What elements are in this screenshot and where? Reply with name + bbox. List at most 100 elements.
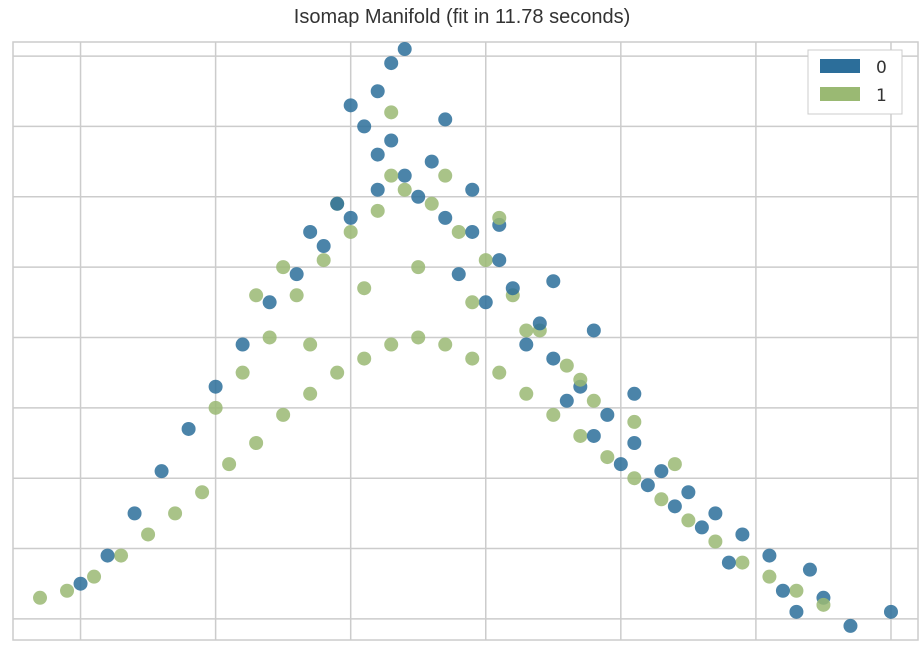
point-series-1-22: [627, 471, 642, 486]
point-series-0-1: [843, 618, 858, 633]
point-series-0-58: [303, 224, 318, 239]
point-series-0-3: [883, 604, 898, 619]
point-series-0-18: [492, 253, 507, 268]
point-series-0-19: [465, 224, 480, 239]
point-series-1-12: [357, 351, 372, 366]
point-series-0-20: [438, 210, 453, 225]
point-series-1-28: [789, 583, 804, 598]
point-series-1-15: [438, 337, 453, 352]
point-series-1-24: [681, 513, 696, 528]
point-series-0-23: [370, 147, 385, 162]
point-series-0-6: [735, 527, 750, 542]
point-series-1-27: [762, 569, 777, 584]
point-series-0-43: [519, 337, 534, 352]
point-series-1-21: [600, 450, 615, 465]
point-series-1-52: [627, 414, 642, 429]
point-series-1-49: [492, 210, 507, 225]
point-series-0-29: [370, 182, 385, 197]
point-series-0-24: [357, 119, 372, 134]
point-series-0-40: [73, 576, 88, 591]
point-series-0-15: [546, 351, 561, 366]
point-series-0-22: [397, 168, 412, 183]
point-series-1-51: [249, 288, 264, 303]
legend: 0 1: [807, 49, 903, 115]
point-series-1-44: [586, 393, 601, 408]
point-series-1-56: [411, 260, 426, 275]
point-series-0-53: [546, 274, 561, 289]
point-series-0-33: [262, 295, 277, 310]
point-series-1-55: [357, 281, 372, 296]
point-series-0-42: [478, 295, 493, 310]
point-series-1-33: [289, 288, 304, 303]
point-series-1-40: [478, 253, 493, 268]
data-points: [33, 42, 898, 633]
point-series-1-11: [330, 365, 345, 380]
point-series-1-14: [411, 330, 426, 345]
legend-label-1: 1: [876, 86, 887, 106]
point-series-0-4: [802, 562, 817, 577]
point-series-1-13: [384, 337, 399, 352]
point-series-1-48: [438, 168, 453, 183]
point-series-1-3: [114, 548, 129, 563]
point-series-1-37: [397, 182, 412, 197]
point-series-1-25: [708, 534, 723, 549]
point-series-0-25: [343, 98, 358, 113]
point-series-1-9: [276, 407, 291, 422]
point-series-0-34: [235, 337, 250, 352]
point-series-1-32: [262, 330, 277, 345]
point-series-1-6: [195, 485, 210, 500]
point-series-0-37: [154, 464, 169, 479]
point-series-0-8: [681, 485, 696, 500]
point-series-1-5: [168, 506, 183, 521]
point-series-0-36: [181, 421, 196, 436]
point-series-0-31: [316, 239, 331, 254]
point-series-1-53: [667, 457, 682, 472]
point-series-0-57: [330, 196, 345, 211]
point-series-1-50: [384, 105, 399, 120]
point-series-1-31: [235, 365, 250, 380]
point-series-0-5: [762, 548, 777, 563]
point-series-1-7: [222, 457, 237, 472]
point-series-0-45: [586, 428, 601, 443]
point-series-1-57: [465, 295, 480, 310]
point-series-0-10: [654, 464, 669, 479]
point-series-0-39: [100, 548, 115, 563]
point-series-0-46: [613, 457, 628, 472]
point-series-0-41: [451, 267, 466, 282]
point-series-0-12: [640, 478, 655, 493]
point-series-0-28: [397, 42, 412, 57]
point-series-0-59: [465, 182, 480, 197]
point-series-0-56: [438, 112, 453, 127]
point-series-1-16: [465, 351, 480, 366]
point-series-1-23: [654, 492, 669, 507]
point-series-0-47: [667, 499, 682, 514]
point-series-0-32: [289, 267, 304, 282]
point-series-1-36: [370, 203, 385, 218]
point-series-1-39: [451, 224, 466, 239]
legend-swatch-0: [820, 59, 860, 73]
point-series-1-1: [60, 583, 75, 598]
legend-swatch-1: [820, 87, 860, 101]
point-series-1-29: [816, 597, 831, 612]
point-series-0-49: [775, 583, 790, 598]
point-series-0-54: [586, 323, 601, 338]
point-series-1-59: [573, 372, 588, 387]
grid-lines: [13, 42, 918, 640]
point-series-1-20: [573, 428, 588, 443]
point-series-1-43: [559, 358, 574, 373]
point-series-1-34: [316, 253, 331, 268]
point-series-0-38: [127, 506, 142, 521]
point-series-1-45: [276, 260, 291, 275]
point-series-0-27: [384, 56, 399, 71]
point-series-1-2: [87, 569, 102, 584]
point-series-1-30: [208, 400, 223, 415]
point-series-1-10: [303, 386, 318, 401]
point-series-1-54: [303, 337, 318, 352]
point-series-1-19: [546, 407, 561, 422]
point-series-0-44: [559, 393, 574, 408]
point-series-0-26: [370, 84, 385, 99]
point-series-1-35: [343, 224, 358, 239]
point-series-0-50: [424, 154, 439, 169]
point-series-1-38: [424, 196, 439, 211]
